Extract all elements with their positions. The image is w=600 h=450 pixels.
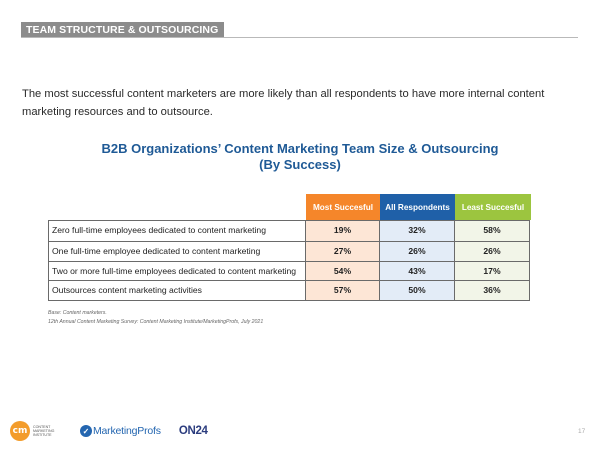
row-label: One full-time employee dedicated to cont… [49, 241, 306, 261]
column-header-least-successful: Least Succesful [455, 194, 531, 220]
cell-least-successful: 26% [455, 241, 529, 261]
chart-title-line1: B2B Organizations’ Content Marketing Tea… [101, 141, 499, 156]
cell-least-successful: 36% [455, 281, 529, 300]
cmi-logo: cm Content Marketing Institute [10, 421, 55, 441]
cell-most-successful: 57% [306, 281, 380, 300]
row-label: Zero full-time employees dedicated to co… [49, 221, 306, 241]
cell-all-respondents: 32% [380, 221, 455, 241]
row-label: Outsources content marketing activities [49, 281, 306, 300]
table-row: One full-time employee dedicated to cont… [49, 240, 529, 261]
logo-bar: cm Content Marketing Institute ✓ Marketi… [10, 420, 208, 442]
cell-least-successful: 58% [455, 221, 529, 241]
footnote: Base: Content marketers. 12th Annual Con… [48, 309, 263, 327]
marketingprofs-logo-icon: ✓ [80, 425, 92, 437]
cell-most-successful: 19% [306, 221, 380, 241]
table-header-row: Most Succesful All Respondents Least Suc… [306, 194, 531, 220]
footnote-base: Base: Content marketers. [48, 310, 107, 316]
marketingprofs-logo: ✓ MarketingProfs [80, 425, 161, 437]
chart-title-line2: (By Success) [259, 157, 341, 172]
intro-text: The most successful content marketers ar… [22, 88, 545, 118]
column-header-most-successful: Most Succesful [306, 194, 380, 220]
header-rule [21, 37, 578, 38]
row-label: Two or more full-time employees dedicate… [49, 261, 306, 281]
cmi-logo-icon: cm [10, 421, 30, 441]
page-number: 17 [578, 428, 586, 435]
cell-all-respondents: 43% [380, 261, 455, 281]
marketingprofs-logo-text: MarketingProfs [93, 425, 161, 437]
table-body: Zero full-time employees dedicated to co… [48, 220, 530, 301]
column-header-all-respondents: All Respondents [380, 194, 455, 220]
section-header: TEAM STRUCTURE & OUTSOURCING [21, 22, 225, 38]
table-row: Outsources content marketing activities … [49, 280, 529, 300]
cell-most-successful: 54% [306, 261, 380, 281]
table-row: Two or more full-time employees dedicate… [49, 260, 529, 281]
table-row: Zero full-time employees dedicated to co… [49, 221, 529, 241]
chart-title: B2B Organizations’ Content Marketing Tea… [100, 141, 500, 173]
on24-logo: ON24 [178, 425, 208, 437]
cell-all-respondents: 26% [380, 241, 455, 261]
cell-all-respondents: 50% [380, 281, 455, 300]
cmi-logo-text: Content Marketing Institute [33, 425, 55, 437]
cell-least-successful: 17% [455, 261, 529, 281]
cell-most-successful: 27% [306, 241, 380, 261]
footnote-source: 12th Annual Content Marketing Survey: Co… [48, 319, 264, 325]
